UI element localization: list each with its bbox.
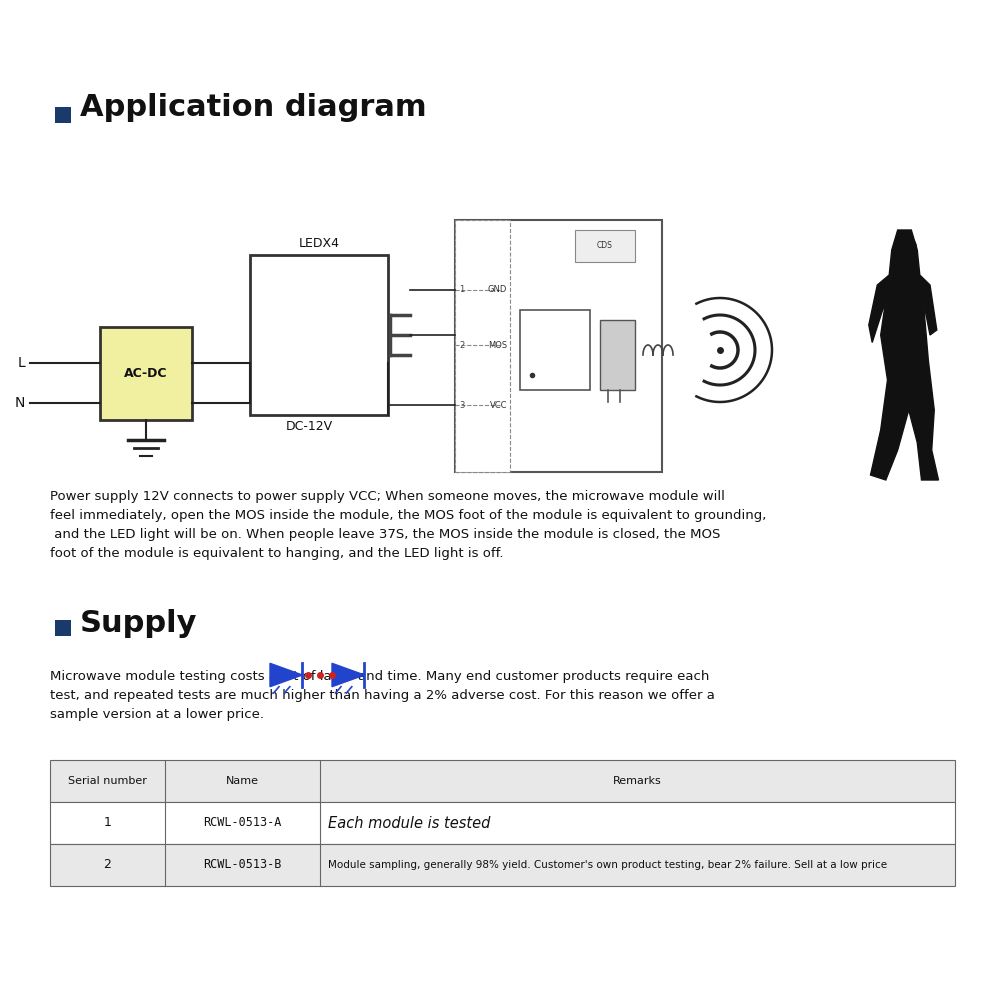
Circle shape [896, 237, 916, 258]
Bar [575, 230, 635, 262]
Text: 1: 1 [459, 286, 464, 294]
Text: LEDX4: LEDX4 [298, 237, 340, 250]
Text: Remarks: Remarks [613, 776, 662, 786]
Text: Power supply 12V connects to power supply VCC; When someone moves, the microwave: Power supply 12V connects to power suppl… [50, 490, 766, 560]
Text: RCWL-0513-B: RCWL-0513-B [203, 858, 282, 871]
Text: RCWL-0513-A: RCWL-0513-A [203, 816, 282, 830]
Text: 2: 2 [104, 858, 111, 871]
Text: VCC: VCC [490, 400, 507, 410]
Bar [50, 760, 955, 802]
Bar [455, 220, 662, 472]
Text: Serial number: Serial number [68, 776, 147, 786]
Bar [100, 327, 192, 420]
Text: 1: 1 [104, 816, 111, 830]
Text: MOS: MOS [488, 340, 507, 350]
Text: N: N [15, 396, 25, 410]
Text: 3: 3 [459, 400, 464, 410]
Text: Microwave module testing costs a lot of labor and time. Many end customer produc: Microwave module testing costs a lot of … [50, 670, 715, 721]
Text: DC-12V: DC-12V [285, 420, 333, 433]
Bar [50, 844, 955, 886]
Text: Each module is tested: Each module is tested [328, 816, 490, 830]
Text: GND: GND [488, 286, 507, 294]
Text: Module sampling, generally 98% yield. Customer's own product testing, bear 2% fa: Module sampling, generally 98% yield. Cu… [328, 860, 887, 870]
Polygon shape [869, 230, 938, 480]
Bar [600, 320, 635, 390]
Polygon shape [332, 663, 364, 687]
Text: 2: 2 [459, 340, 464, 350]
Text: Application diagram: Application diagram [80, 94, 427, 122]
Bar [55, 107, 71, 123]
Text: AC-DC: AC-DC [124, 367, 168, 380]
Text: Supply: Supply [80, 609, 198, 639]
Bar [455, 220, 510, 472]
Text: Name: Name [226, 776, 259, 786]
Bar [50, 802, 955, 844]
Bar [55, 620, 71, 636]
Bar [520, 310, 590, 390]
Text: L: L [17, 356, 25, 370]
Polygon shape [270, 663, 302, 687]
Text: CDS: CDS [597, 241, 613, 250]
Bar [250, 255, 388, 415]
